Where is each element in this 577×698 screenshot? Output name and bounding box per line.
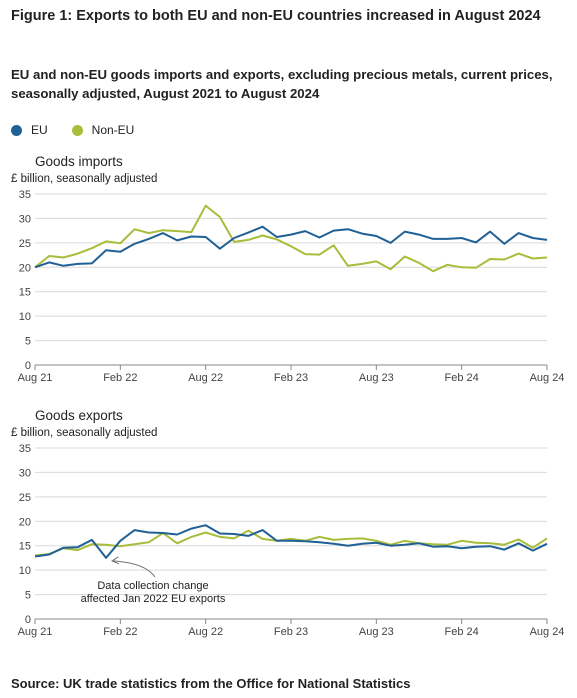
imports-x-tick-label: Aug 22 xyxy=(188,372,223,384)
imports-y-tick-label: 5 xyxy=(25,336,31,348)
exports-x-tick-label: Aug 21 xyxy=(18,626,53,638)
source-note: Source: UK trade statistics from the Off… xyxy=(11,676,411,691)
exports-non-eu-series-line xyxy=(34,529,548,557)
exports-y-tick-label: 15 xyxy=(19,541,31,553)
imports-x-tick-label: Aug 21 xyxy=(18,372,53,384)
exports-y-tick-label: 0 xyxy=(25,614,31,626)
imports-x-tick-label: Feb 24 xyxy=(445,372,479,384)
exports-x-tick-label: Aug 24 xyxy=(530,626,565,638)
exports-x-tick-label: Aug 23 xyxy=(359,626,394,638)
imports-x-tick-label: Aug 24 xyxy=(530,372,565,384)
imports-non-eu-series-line xyxy=(34,204,548,273)
imports-x-tick-label: Feb 22 xyxy=(103,372,137,384)
imports-x-tick-label: Aug 23 xyxy=(359,372,394,384)
imports-y-tick-label: 15 xyxy=(19,287,31,299)
exports-y-tick-label: 35 xyxy=(19,443,31,455)
chart-legend: EU Non-EU xyxy=(11,123,158,137)
imports-y-axis-label: £ billion, seasonally adjusted xyxy=(11,173,157,185)
legend-item-eu: EU xyxy=(11,123,48,137)
exports-y-tick-label: 5 xyxy=(25,590,31,602)
eu-color-swatch xyxy=(11,124,22,136)
imports-panel-title: Goods imports xyxy=(35,154,123,169)
legend-item-non-eu: Non-EU xyxy=(71,123,135,137)
exports-y-axis-label: £ billion, seasonally adjusted xyxy=(11,427,157,439)
annotation-arrow-line xyxy=(113,560,156,578)
exports-y-tick-label: 20 xyxy=(19,516,31,528)
annotation-arrowhead xyxy=(111,556,120,565)
legend-label-eu: EU xyxy=(31,123,48,137)
exports-panel-title: Goods exports xyxy=(35,408,123,423)
annotation-text-line: affected Jan 2022 EU exports xyxy=(81,593,226,605)
annotation-text-line: Data collection change xyxy=(97,580,208,592)
exports-x-tick-label: Feb 23 xyxy=(274,626,308,638)
imports-y-tick-label: 35 xyxy=(19,189,31,201)
imports-y-tick-label: 20 xyxy=(19,262,31,274)
non-eu-color-swatch xyxy=(71,124,83,136)
goods-imports-chart: Goods imports £ billion, seasonally adju… xyxy=(11,154,564,384)
imports-y-tick-label: 0 xyxy=(25,360,31,372)
exports-eu-series-line xyxy=(34,524,548,559)
exports-x-tick-label: Feb 24 xyxy=(445,626,479,638)
legend-label-non-eu: Non-EU xyxy=(91,123,135,137)
exports-y-tick-label: 10 xyxy=(19,565,31,577)
imports-y-tick-label: 25 xyxy=(19,238,31,250)
imports-eu-series-line xyxy=(34,225,548,269)
goods-exports-chart: Goods exports £ billion, seasonally adju… xyxy=(11,408,564,638)
imports-y-tick-label: 10 xyxy=(19,311,31,323)
figure-subtitle: EU and non-EU goods imports and exports,… xyxy=(11,67,553,101)
figure-title: Figure 1: Exports to both EU and non-EU … xyxy=(11,8,541,24)
imports-y-tick-label: 30 xyxy=(19,213,31,225)
exports-y-tick-label: 25 xyxy=(19,492,31,504)
exports-y-tick-label: 30 xyxy=(19,467,31,479)
exports-x-tick-label: Feb 22 xyxy=(103,626,137,638)
exports-x-tick-label: Aug 22 xyxy=(188,626,223,638)
imports-x-tick-label: Feb 23 xyxy=(274,372,308,384)
